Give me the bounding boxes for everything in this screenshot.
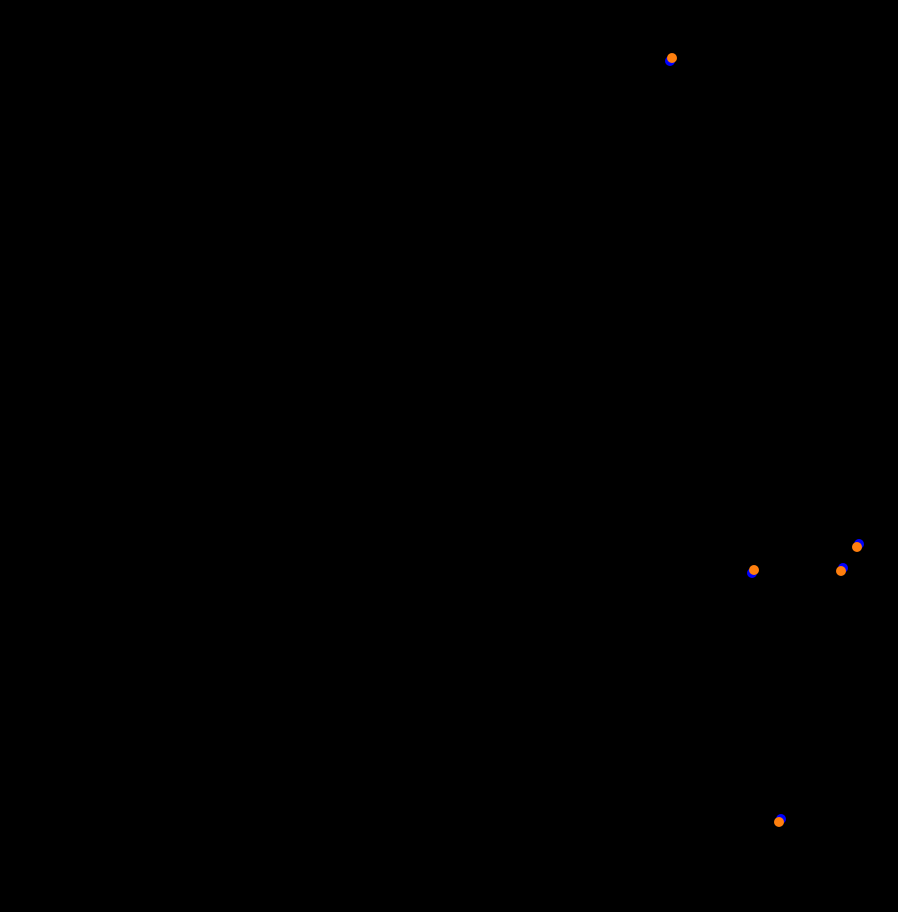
scatter-point-series-b-3[interactable] bbox=[852, 542, 862, 552]
scatter-point-series-b-2[interactable] bbox=[836, 566, 846, 576]
scatter-point-series-b-1[interactable] bbox=[749, 565, 759, 575]
scatter-point-series-b-0[interactable] bbox=[667, 53, 677, 63]
scatter-point-series-b-4[interactable] bbox=[774, 817, 784, 827]
